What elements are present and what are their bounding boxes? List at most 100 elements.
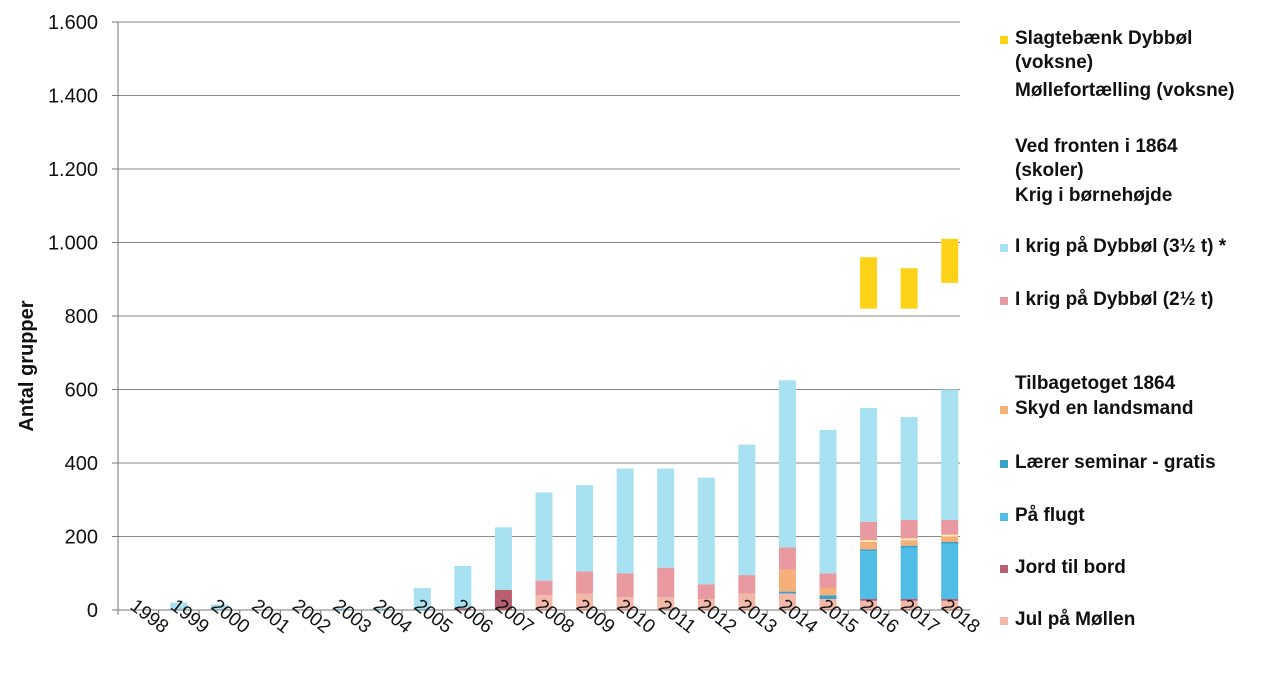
legend-label: (skoler) <box>1015 160 1084 181</box>
bar-segment <box>535 595 553 610</box>
axes <box>117 22 970 611</box>
legend-label: Lærer seminar - gratis <box>1015 452 1216 473</box>
legend-swatch <box>1000 244 1008 252</box>
x-tick-label: 2009 <box>572 595 618 638</box>
x-tick-label: 2016 <box>856 595 902 638</box>
x-tick-label: 2006 <box>450 595 496 638</box>
bar-segment <box>900 417 918 520</box>
legend-label: Jul på Møllen <box>1015 609 1135 630</box>
y-tick-label: 800 <box>65 306 98 328</box>
bar-segment <box>941 389 959 520</box>
bar-segment <box>778 547 796 570</box>
bar-segment <box>210 604 228 610</box>
bar-segment <box>738 575 756 594</box>
legend-swatch <box>1000 565 1008 573</box>
bars <box>170 238 959 610</box>
y-tick-label: 600 <box>65 380 98 402</box>
bar-segment <box>454 608 472 610</box>
y-axis-label: Antal grupper <box>16 300 38 431</box>
bar-segment <box>616 597 634 610</box>
y-tick-label: 1.400 <box>48 86 98 108</box>
bar-segment <box>616 468 634 574</box>
bar-segment <box>778 593 796 610</box>
legend-swatch <box>1000 406 1008 414</box>
legend-label: Krig i børnehøjde <box>1015 185 1172 206</box>
y-tick-label: 1.200 <box>48 159 98 181</box>
legend-label: Møllefortælling (voksne) <box>1015 80 1235 101</box>
bar-segment <box>860 407 878 522</box>
bar-segment <box>900 598 918 601</box>
bar-segment <box>819 573 837 588</box>
x-tick-label: 2015 <box>816 595 862 638</box>
bar-segment <box>860 542 878 550</box>
bar-segment <box>900 268 918 309</box>
bar-segment <box>900 538 918 541</box>
bar-segment <box>819 429 837 574</box>
x-tick-label: 2001 <box>248 595 294 638</box>
bar-segment <box>941 534 959 537</box>
y-tick-label: 1.000 <box>48 233 98 255</box>
bar-segment <box>941 536 959 543</box>
legend-label: Skyd en landsmand <box>1015 398 1193 419</box>
bar-segment <box>900 519 918 539</box>
bar-segment <box>576 593 594 610</box>
bar-segment <box>657 468 675 568</box>
legend: Slagtebænk Dybbøl (voksne) Møllefortælling… <box>1000 28 1235 630</box>
legend-swatch <box>1000 513 1008 521</box>
x-tick-label: 2014 <box>775 595 822 638</box>
legend-label: Slagtebænk Dybbøl <box>1015 28 1192 49</box>
bar-segment <box>941 600 959 610</box>
x-tick-label: 2003 <box>329 595 375 638</box>
bar-segment <box>860 257 878 309</box>
x-tick-label: 2013 <box>734 595 780 638</box>
legend-swatch <box>1000 36 1008 44</box>
bar-segment <box>860 549 878 552</box>
x-tick-label: 2018 <box>937 595 983 638</box>
bar-segment <box>170 602 188 610</box>
bar-segment <box>819 595 837 599</box>
legend-label: På flugt <box>1015 505 1085 526</box>
x-tick-label: 2004 <box>369 595 416 638</box>
bar-segment <box>576 485 594 572</box>
bar-segment <box>860 600 878 610</box>
legend-label: (voksne) <box>1015 52 1093 73</box>
bar-segment <box>616 573 634 598</box>
bar-segment <box>900 547 918 599</box>
bar-segment <box>657 567 675 598</box>
bar-segment <box>535 492 553 581</box>
x-tick-label: 2012 <box>694 595 740 638</box>
bar-segment <box>697 584 715 599</box>
legend-label: Ved fronten i 1864 <box>1015 136 1178 157</box>
bar-segment <box>819 587 837 596</box>
x-axis-ticks: 1998199920002001200220032004200520062007… <box>117 595 984 638</box>
x-tick-label: 2017 <box>897 595 943 638</box>
legend-swatch <box>1000 297 1008 305</box>
x-tick-label: 1999 <box>166 595 212 638</box>
bar-segment <box>941 542 959 544</box>
bar-segment <box>657 597 675 610</box>
bar-segment <box>900 600 918 610</box>
bar-segment <box>860 598 878 601</box>
bar-segment <box>697 477 715 585</box>
bar-segment <box>819 598 837 610</box>
x-tick-label: 1998 <box>126 595 172 638</box>
bar-segment <box>778 569 796 592</box>
x-tick-label: 2007 <box>491 595 537 638</box>
y-tick-label: 400 <box>65 453 98 475</box>
x-tick-label: 2008 <box>532 595 578 638</box>
bar-segment <box>941 519 959 535</box>
bar-segment <box>860 521 878 541</box>
bar-segment <box>413 587 431 610</box>
gridlines <box>118 21 960 537</box>
bar-segment <box>738 444 756 576</box>
bar-segment <box>860 540 878 543</box>
bar-segment <box>454 565 472 609</box>
legend-label: I krig på Dybbøl (3½ t) * <box>1015 236 1227 257</box>
bar-segment <box>697 598 715 610</box>
bar-segment <box>535 580 553 596</box>
legend-label: I krig på Dybbøl (2½ t) <box>1015 289 1213 310</box>
bar-segment <box>576 571 594 594</box>
y-tick-label: 0 <box>87 600 98 622</box>
